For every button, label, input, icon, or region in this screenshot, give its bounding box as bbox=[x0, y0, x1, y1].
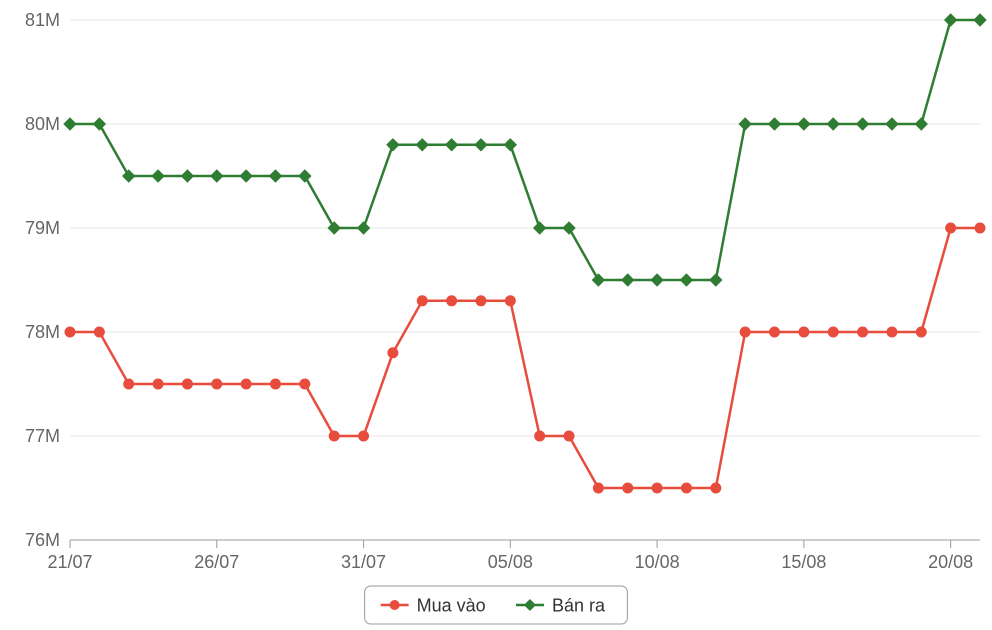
axes-group: 76M 77M 78M 79M 80M 81M 21/07 26/07 31/07 05/08 10… bbox=[25, 10, 973, 572]
marker-circle bbox=[799, 327, 809, 337]
marker-circle bbox=[417, 296, 427, 306]
grid-group bbox=[70, 20, 980, 540]
marker-circle bbox=[946, 223, 956, 233]
marker-circle bbox=[887, 327, 897, 337]
marker-circle bbox=[270, 379, 280, 389]
marker-circle bbox=[241, 379, 251, 389]
marker-diamond bbox=[64, 118, 76, 130]
marker-diamond bbox=[680, 274, 692, 286]
marker-circle bbox=[652, 483, 662, 493]
marker-circle bbox=[124, 379, 134, 389]
marker-diamond bbox=[181, 170, 193, 182]
marker-diamond bbox=[739, 118, 751, 130]
marker-circle bbox=[975, 223, 985, 233]
marker-diamond bbox=[945, 14, 957, 26]
y-axis-label: 80M bbox=[25, 114, 60, 134]
marker-circle bbox=[182, 379, 192, 389]
x-axis-label: 20/08 bbox=[928, 552, 973, 572]
y-axis-label: 77M bbox=[25, 426, 60, 446]
marker-diamond bbox=[592, 274, 604, 286]
marker-diamond bbox=[446, 139, 458, 151]
y-axis-label: 81M bbox=[25, 10, 60, 30]
marker-diamond bbox=[328, 222, 340, 234]
marker-circle bbox=[858, 327, 868, 337]
marker-circle bbox=[329, 431, 339, 441]
marker-diamond bbox=[475, 139, 487, 151]
x-axis-label: 21/07 bbox=[47, 552, 92, 572]
marker-diamond bbox=[886, 118, 898, 130]
marker-diamond bbox=[622, 274, 634, 286]
marker-circle bbox=[505, 296, 515, 306]
x-axis-label: 31/07 bbox=[341, 552, 386, 572]
y-axis-label: 76M bbox=[25, 530, 60, 550]
marker-diamond bbox=[857, 118, 869, 130]
marker-circle bbox=[447, 296, 457, 306]
marker-circle bbox=[65, 327, 75, 337]
marker-diamond bbox=[534, 222, 546, 234]
marker-diamond bbox=[269, 170, 281, 182]
marker-diamond bbox=[416, 139, 428, 151]
series-line-0 bbox=[70, 228, 980, 488]
marker-diamond bbox=[798, 118, 810, 130]
marker-diamond bbox=[827, 118, 839, 130]
marker-circle bbox=[623, 483, 633, 493]
marker-circle bbox=[300, 379, 310, 389]
marker-diamond bbox=[504, 139, 516, 151]
marker-circle bbox=[770, 327, 780, 337]
legend-label[interactable]: Mua vào bbox=[417, 595, 486, 615]
chart-container: 76M 77M 78M 79M 80M 81M 21/07 26/07 31/07 05/08 10… bbox=[0, 0, 992, 630]
marker-circle bbox=[740, 327, 750, 337]
marker-circle bbox=[388, 348, 398, 358]
marker-diamond bbox=[240, 170, 252, 182]
legend-marker-circle bbox=[390, 600, 400, 610]
marker-diamond bbox=[123, 170, 135, 182]
marker-diamond bbox=[387, 139, 399, 151]
marker-diamond bbox=[915, 118, 927, 130]
chart-svg: 76M 77M 78M 79M 80M 81M 21/07 26/07 31/07 05/08 10… bbox=[0, 0, 992, 630]
y-axis-label: 79M bbox=[25, 218, 60, 238]
legend-group[interactable]: Mua vào Bán ra bbox=[365, 586, 628, 624]
marker-circle bbox=[212, 379, 222, 389]
marker-circle bbox=[916, 327, 926, 337]
marker-diamond bbox=[211, 170, 223, 182]
marker-circle bbox=[828, 327, 838, 337]
marker-circle bbox=[681, 483, 691, 493]
marker-diamond bbox=[563, 222, 575, 234]
marker-diamond bbox=[93, 118, 105, 130]
marker-diamond bbox=[710, 274, 722, 286]
x-axis-label: 15/08 bbox=[781, 552, 826, 572]
marker-circle bbox=[593, 483, 603, 493]
legend-label[interactable]: Bán ra bbox=[552, 595, 606, 615]
marker-circle bbox=[564, 431, 574, 441]
marker-circle bbox=[359, 431, 369, 441]
x-axis-label: 10/08 bbox=[635, 552, 680, 572]
y-axis-label: 78M bbox=[25, 322, 60, 342]
marker-circle bbox=[711, 483, 721, 493]
marker-diamond bbox=[769, 118, 781, 130]
marker-circle bbox=[535, 431, 545, 441]
marker-circle bbox=[94, 327, 104, 337]
marker-diamond bbox=[358, 222, 370, 234]
marker-circle bbox=[153, 379, 163, 389]
x-axis-label: 05/08 bbox=[488, 552, 533, 572]
series-line-1 bbox=[70, 20, 980, 280]
marker-circle bbox=[476, 296, 486, 306]
marker-diamond bbox=[299, 170, 311, 182]
series-group bbox=[64, 14, 986, 493]
marker-diamond bbox=[651, 274, 663, 286]
marker-diamond bbox=[152, 170, 164, 182]
x-axis-label: 26/07 bbox=[194, 552, 239, 572]
marker-diamond bbox=[974, 14, 986, 26]
